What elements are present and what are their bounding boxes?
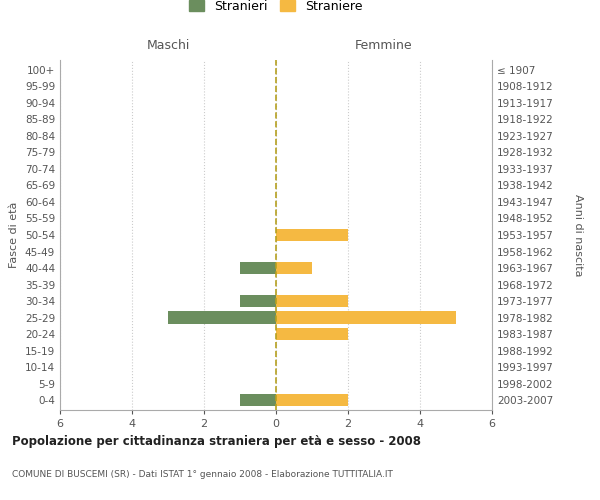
Bar (276, 295, 348, 307)
Y-axis label: Anni di nascita: Anni di nascita (573, 194, 583, 276)
Bar (276, 312, 456, 324)
Bar (168, 312, 276, 324)
Text: Maschi: Maschi (146, 38, 190, 52)
Legend: Stranieri, Straniere: Stranieri, Straniere (183, 0, 369, 19)
Bar (276, 262, 312, 274)
Text: COMUNE DI BUSCEMI (SR) - Dati ISTAT 1° gennaio 2008 - Elaborazione TUTTITALIA.IT: COMUNE DI BUSCEMI (SR) - Dati ISTAT 1° g… (12, 470, 393, 479)
Text: Femmine: Femmine (355, 38, 413, 52)
Bar (240, 262, 276, 274)
Bar (276, 328, 348, 340)
Bar (240, 394, 276, 406)
Text: Popolazione per cittadinanza straniera per età e sesso - 2008: Popolazione per cittadinanza straniera p… (12, 435, 421, 448)
Y-axis label: Fasce di età: Fasce di età (10, 202, 19, 268)
Bar (276, 394, 348, 406)
Bar (240, 295, 276, 307)
Bar (276, 229, 348, 241)
